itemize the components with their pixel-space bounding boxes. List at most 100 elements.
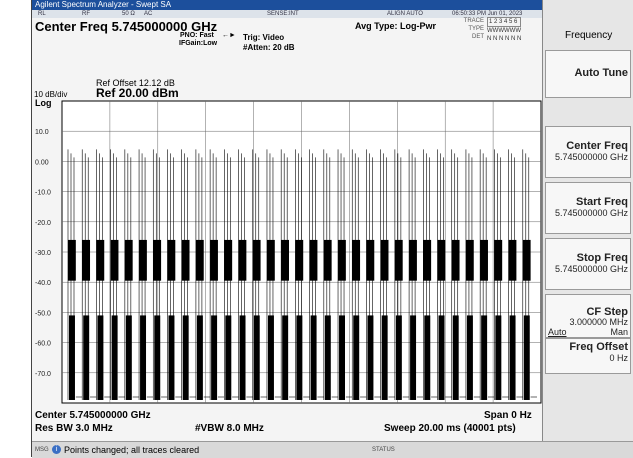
- softkey-value: 5.745000000 GHz: [554, 152, 628, 162]
- trace-burst: [339, 315, 345, 400]
- trace-burst: [253, 315, 260, 400]
- trace-burst: [438, 315, 445, 400]
- trace-burst: [481, 315, 488, 400]
- trace-burst: [266, 239, 275, 281]
- avg-type: Avg Type: Log-Pwr: [355, 21, 436, 31]
- trace-burst: [451, 239, 460, 281]
- softkey-label: Start Freq: [576, 196, 628, 208]
- trace-burst: [154, 315, 161, 400]
- status-rl: RL: [38, 11, 46, 17]
- y-label: -60.0: [35, 341, 51, 348]
- softkey-label: Freq Offset: [569, 341, 628, 353]
- trace-burst: [424, 315, 431, 400]
- trace-burst: [437, 239, 446, 281]
- softkey[interactable]: CF Step 3.000000 MHz Auto Man: [545, 294, 631, 338]
- trace-burst: [409, 239, 417, 281]
- softkey[interactable]: Freq Offset 0 Hz: [545, 338, 631, 374]
- softkey-label: Auto Tune: [574, 67, 628, 79]
- ref-level: Ref 20.00 dBm: [96, 86, 179, 100]
- graph: 10.0 0.00 -10.0 -20.0 -30.0 -40.0 -50.0 -60.0 -7…: [35, 100, 542, 404]
- atten: #Atten: 20 dB: [243, 43, 295, 52]
- y-label: -30.0: [35, 250, 51, 257]
- window-title: Agilent Spectrum Analyzer - Swept SA: [32, 0, 542, 10]
- softkey[interactable]: Stop Freq 5.745000000 GHz: [545, 238, 631, 290]
- softkey-options: Auto Man: [546, 327, 628, 337]
- footer-sweep: Sweep 20.00 ms (40001 pts): [384, 423, 516, 434]
- trace-burst: [281, 239, 289, 281]
- menu-title: Frequency: [565, 30, 613, 41]
- softkey[interactable]: Center Freq 5.745000000 GHz: [545, 126, 631, 178]
- trace-burst: [395, 315, 402, 400]
- option-man: Man: [610, 327, 628, 337]
- trace-burst: [338, 239, 346, 281]
- softkey-value: 3.000000 MHz: [569, 317, 628, 327]
- scale: 10 dB/div: [34, 90, 68, 99]
- trace-burst: [211, 315, 218, 400]
- trace-burst: [82, 239, 91, 281]
- softkey[interactable]: Start Freq 5.745000000 GHz: [545, 182, 631, 234]
- trace-burst: [238, 239, 247, 281]
- trace-burst: [224, 239, 233, 281]
- trace-numbers: 1 2 3 4 5 6: [487, 17, 522, 27]
- msg-text: Points changed; all traces cleared: [64, 445, 200, 455]
- info-icon: i: [52, 445, 61, 454]
- y-label: -70.0: [35, 371, 51, 378]
- type-label: TYPE: [468, 26, 484, 32]
- trace-label: TRACE: [463, 18, 484, 24]
- y-label: 0.00: [35, 159, 49, 166]
- center-freq-header: Center Freq 5.745000000 GHz: [35, 19, 218, 34]
- trace-burst: [410, 315, 417, 400]
- trace-burst: [110, 239, 119, 281]
- softkey-value: 5.745000000 GHz: [554, 264, 628, 274]
- softkey[interactable]: Auto Tune: [545, 50, 631, 98]
- status-sense: SENSE:INT: [267, 11, 299, 17]
- trace-labels: TRACE TYPE DET: [454, 17, 484, 41]
- trace-burst: [210, 239, 218, 281]
- softkey-label: Center Freq: [566, 140, 628, 152]
- trace-burst: [495, 315, 502, 400]
- trace-burst: [139, 239, 147, 281]
- option-auto: Auto: [548, 327, 567, 337]
- trace-burst: [167, 239, 176, 281]
- ref-offset: Ref Offset 12.12 dB: [96, 78, 175, 88]
- status-bar: RL RF 50 Ω AC SENSE:INT ALIGN AUTO 06:50…: [32, 10, 542, 18]
- type-values: WWWWWW: [487, 28, 521, 34]
- trace-burst: [239, 315, 246, 400]
- trace-burst: [509, 315, 516, 400]
- trace-burst: [125, 315, 132, 400]
- y-label: -50.0: [35, 310, 51, 317]
- status-datetime: 06:50:33 PM Jun 01, 2023: [452, 11, 523, 17]
- msg-label: MSG: [35, 447, 49, 453]
- trace-burst: [282, 315, 289, 400]
- status-coupling: AC: [144, 11, 153, 17]
- status-align: ALIGN AUTO: [387, 11, 423, 17]
- status-rf: RF: [82, 11, 90, 17]
- footer-vbw: #VBW 8.0 MHz: [195, 423, 264, 434]
- trace-burst: [522, 239, 531, 281]
- trace-burst: [323, 239, 332, 281]
- trace-burst: [225, 315, 232, 400]
- det-label: DET: [472, 34, 484, 40]
- y-label: -10.0: [35, 190, 51, 197]
- trace-burst: [296, 315, 303, 400]
- y-label: -20.0: [35, 220, 51, 227]
- y-label: 10.0: [35, 129, 49, 136]
- trace-burst: [111, 315, 118, 400]
- softkey-label: Stop Freq: [576, 252, 628, 264]
- status-label: STATUS: [372, 447, 395, 453]
- table-border: [31, 0, 32, 457]
- det-values: N N N N N N: [487, 36, 522, 42]
- trace-burst: [68, 239, 76, 281]
- softkey-value: 0 Hz: [609, 353, 628, 363]
- trace-burst: [523, 315, 530, 400]
- scale-type: Log: [35, 98, 52, 108]
- footer-res-bw: Res BW 3.0 MHz: [35, 423, 113, 434]
- trace-burst: [309, 239, 318, 281]
- trace-burst: [252, 239, 261, 281]
- trace-burst: [466, 315, 473, 400]
- trace-burst: [367, 315, 374, 400]
- trace-burst: [295, 239, 304, 281]
- trace-values: 1 2 3 4 5 6 WWWWWW N N N N N N: [487, 17, 522, 43]
- trace-burst: [494, 239, 503, 281]
